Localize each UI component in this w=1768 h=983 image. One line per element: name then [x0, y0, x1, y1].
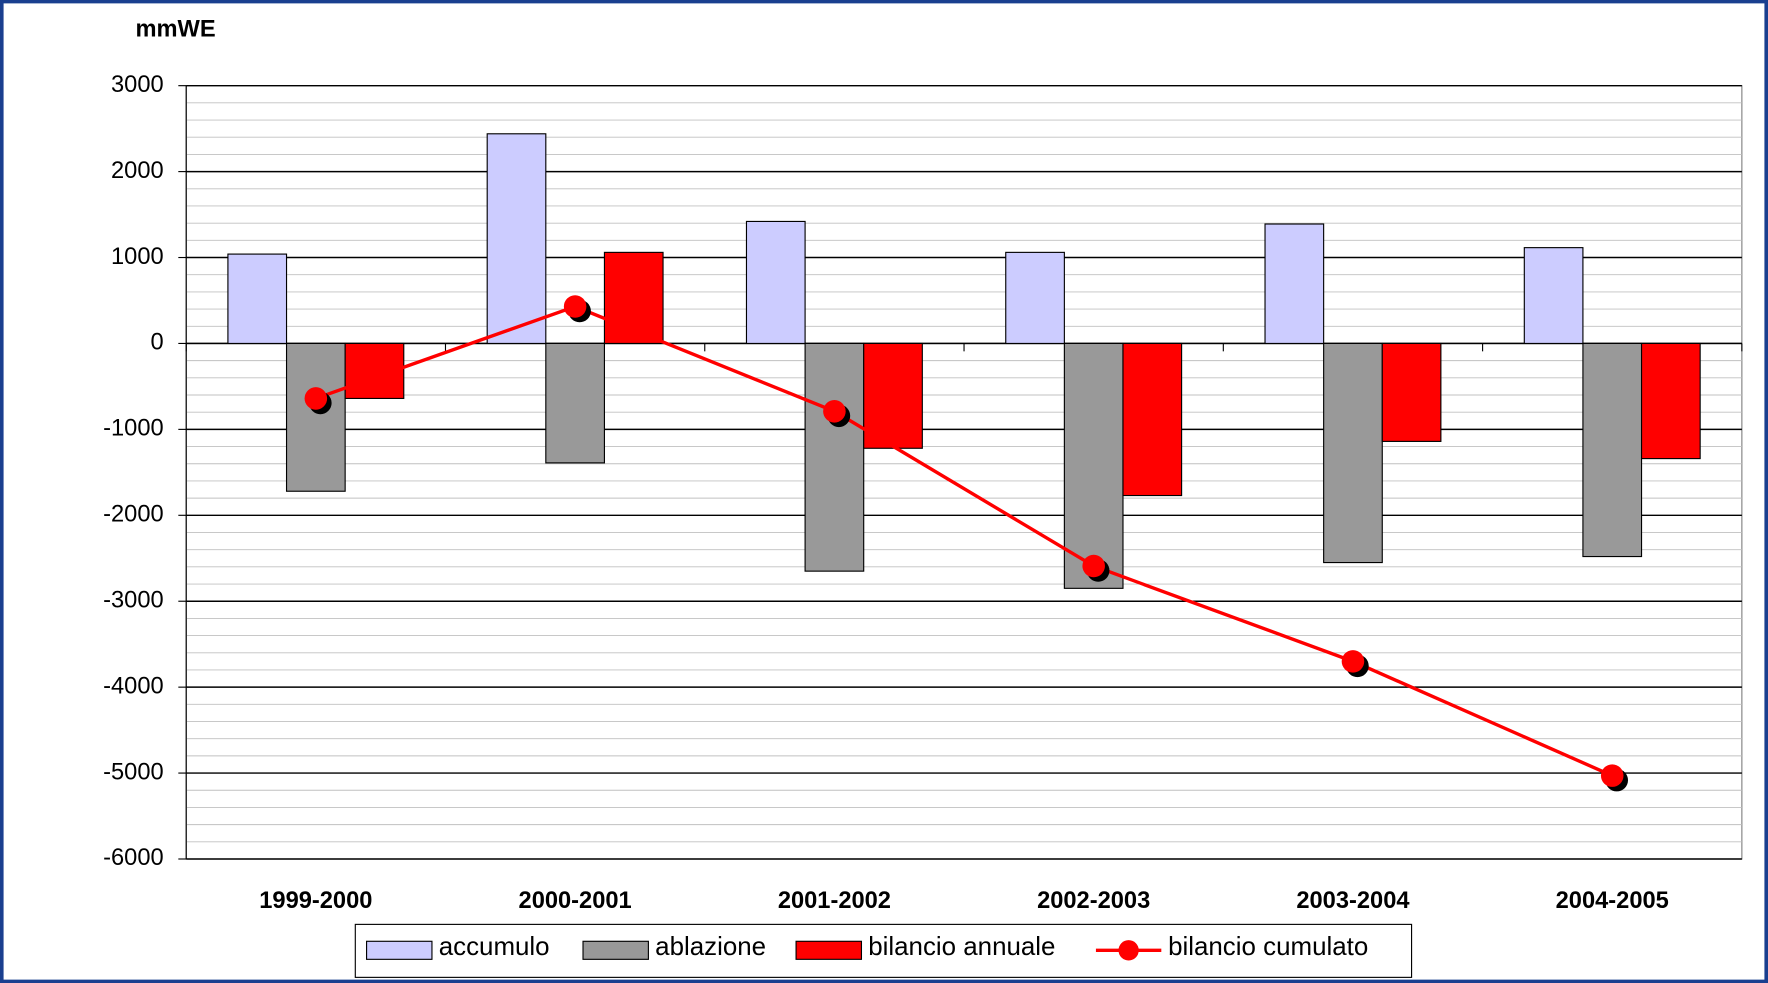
y-tick-label: -5000 [103, 759, 164, 785]
bar [1381, 342, 1442, 442]
line [315, 304, 1613, 778]
bar [863, 342, 923, 449]
bar [545, 342, 605, 464]
marker [1600, 764, 1624, 787]
y-tick-label: 3000 [111, 72, 164, 98]
x-tick-label: 2000-2001 [519, 888, 632, 914]
bar [1582, 342, 1643, 558]
legend-label: bilancio annuale [868, 933, 1055, 961]
marker [1341, 650, 1365, 673]
bar [745, 220, 806, 345]
legend-label: ablazione [655, 933, 766, 961]
bar [1323, 342, 1383, 564]
legend-box [354, 923, 1413, 978]
plot-area [185, 85, 1743, 860]
legend-label: bilancio cumulato [1168, 933, 1368, 961]
bar [1063, 342, 1124, 589]
legend-swatch [366, 940, 433, 960]
x-tick-label: 2004-2005 [1556, 888, 1669, 914]
legend-marker [1118, 940, 1139, 961]
y-tick-label: 1000 [111, 244, 164, 270]
x-tick-label: 2003-2004 [1296, 888, 1410, 914]
bar [1005, 251, 1065, 345]
bar [1122, 342, 1183, 497]
y-tick-label: 0 [150, 330, 163, 356]
legend-swatch [582, 940, 649, 960]
y-tick-label: -2000 [103, 502, 164, 528]
y-tick-label: -1000 [103, 416, 164, 442]
marker [1082, 554, 1105, 578]
bar [1523, 247, 1584, 345]
bar [1264, 223, 1325, 345]
legend-label: accumulo [439, 933, 550, 961]
y-tick-label: 2000 [111, 158, 164, 184]
marker [304, 387, 328, 410]
bar [486, 133, 547, 345]
bar [1640, 342, 1701, 460]
x-tick-label: 2001-2002 [778, 888, 891, 914]
y-tick-label: -4000 [103, 673, 164, 699]
marker [563, 295, 587, 318]
x-tick-label: 1999-2000 [259, 888, 372, 914]
bar [227, 253, 288, 345]
bar [804, 342, 865, 572]
bar [603, 251, 664, 345]
y-tick-label: -6000 [103, 845, 164, 871]
bar [285, 342, 346, 492]
y-tick-label: -3000 [103, 587, 164, 613]
x-tick-label: 2002-2003 [1037, 888, 1150, 914]
legend-swatch [795, 940, 863, 960]
marker [823, 400, 846, 423]
y-axis-label: mmWE [135, 17, 215, 43]
